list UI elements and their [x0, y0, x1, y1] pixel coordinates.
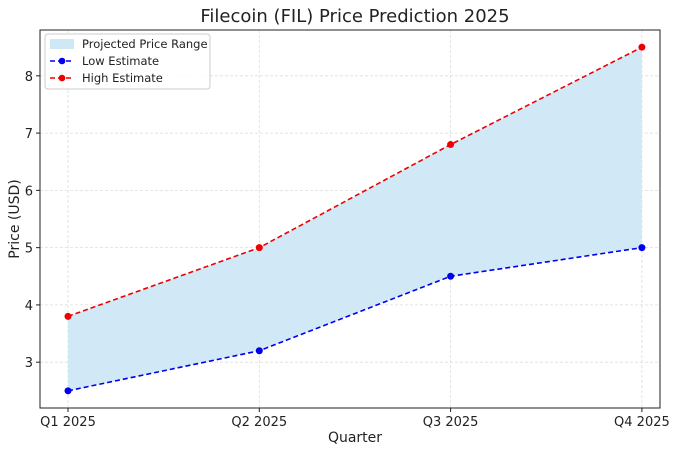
point-low: [638, 244, 646, 252]
point-high: [447, 141, 455, 149]
y-tick-label: 5: [25, 242, 33, 257]
legend-label-low: Low Estimate: [82, 54, 159, 68]
x-tick-label: Q4 2025: [614, 415, 670, 430]
y-tick-label: 8: [25, 70, 33, 85]
legend-swatch-range: [50, 39, 74, 49]
x-axis: Q1 2025 Q2 2025 Q3 2025 Q4 2025: [40, 408, 670, 430]
x-tick-label: Q3 2025: [423, 415, 479, 430]
point-low: [255, 347, 263, 355]
legend-label-range: Projected Price Range: [82, 37, 208, 51]
legend: Projected Price Range Low Estimate High …: [44, 33, 211, 90]
point-low: [64, 387, 72, 395]
y-tick-label: 6: [25, 184, 33, 199]
projected-range-fill: [68, 47, 642, 391]
y-axis-label: Price (USD): [7, 179, 23, 258]
plot-frame: [39, 29, 661, 409]
series-lines: [64, 43, 646, 395]
legend-marker-low: [58, 57, 66, 65]
x-tick-label: Q2 2025: [231, 415, 287, 430]
x-axis-label: Quarter: [328, 430, 382, 446]
point-high: [638, 43, 646, 51]
point-high: [64, 312, 72, 320]
chart-title: Filecoin (FIL) Price Prediction 2025: [200, 6, 509, 27]
line-low: [67, 246, 643, 392]
y-tick-label: 7: [25, 127, 33, 142]
x-tick-label: Q1 2025: [40, 415, 96, 430]
y-axis: 3 4 5 6 7 8: [25, 70, 40, 371]
legend-label-high: High Estimate: [82, 71, 163, 85]
point-low: [447, 272, 455, 280]
range-area: [68, 47, 642, 391]
y-tick-label: 3: [25, 356, 33, 371]
point-high: [255, 244, 263, 252]
legend-marker-high: [58, 74, 66, 82]
y-tick-label: 4: [25, 299, 33, 314]
